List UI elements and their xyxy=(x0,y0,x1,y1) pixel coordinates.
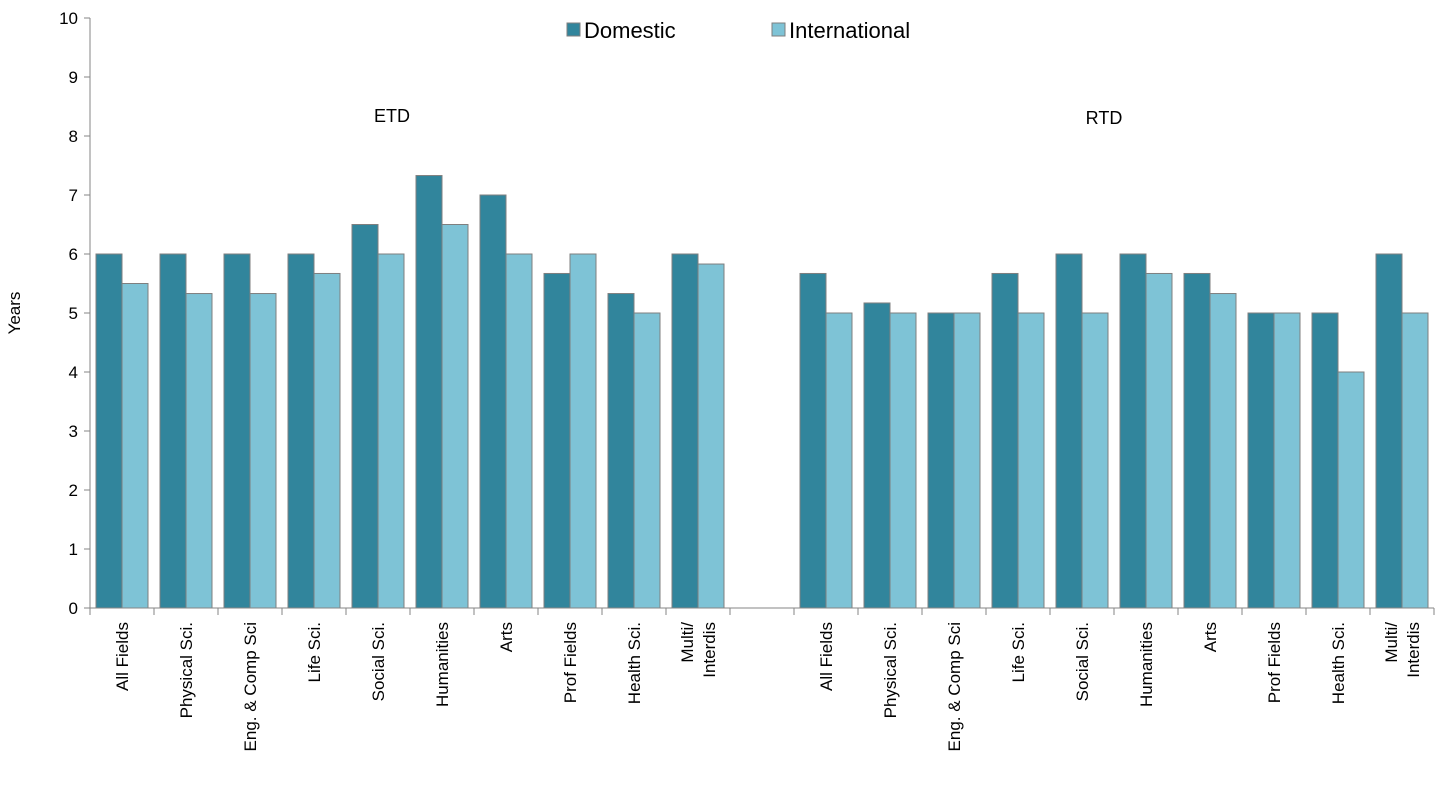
x-tick-label-18: Prof Fields xyxy=(1265,622,1284,703)
bar-domestic-4 xyxy=(351,224,379,609)
axes-layer xyxy=(84,17,1435,615)
x-tick-label-11: All Fields xyxy=(817,622,836,691)
bar-international-1 xyxy=(185,293,213,609)
x-tick-label-5: Humanities xyxy=(433,622,452,707)
bar-international-18 xyxy=(1273,312,1301,609)
legend-swatch-domestic xyxy=(566,22,581,37)
x-tick-label-6: Arts xyxy=(497,622,516,652)
bar-international-20 xyxy=(1401,312,1429,609)
bar-international-13 xyxy=(953,312,981,609)
y-axis-title: Years xyxy=(5,292,24,335)
bar-international-11 xyxy=(825,312,853,609)
x-tick-label-19: Health Sci. xyxy=(1329,622,1348,704)
bar-international-8 xyxy=(633,312,661,609)
y-tick-label-1: 1 xyxy=(69,540,78,559)
bar-domestic-8 xyxy=(607,293,635,609)
bar-domestic-2 xyxy=(223,253,251,609)
y-tick-label-0: 0 xyxy=(69,599,78,618)
bar-domestic-17 xyxy=(1183,272,1211,609)
group-label-rtd: RTD xyxy=(1086,108,1123,128)
x-tick-label-12: Physical Sci. xyxy=(881,622,900,718)
legend-label-domestic: Domestic xyxy=(584,18,676,43)
x-tick-label-9-line-0: Multi/ xyxy=(678,622,697,663)
x-tick-label-13: Eng. & Comp Sci xyxy=(945,622,964,751)
bar-international-0 xyxy=(121,283,149,609)
y-tick-label-9: 9 xyxy=(69,68,78,87)
bar-international-5 xyxy=(441,224,469,609)
y-tick-label-10: 10 xyxy=(59,9,78,28)
bar-domestic-1 xyxy=(159,253,187,609)
legend-label-international: International xyxy=(789,18,910,43)
bar-international-17 xyxy=(1209,293,1237,609)
bar-domestic-12 xyxy=(863,302,891,609)
bar-domestic-5 xyxy=(415,175,443,609)
bar-domestic-6 xyxy=(479,194,507,609)
y-tick-label-8: 8 xyxy=(69,127,78,146)
x-tick-label-3: Life Sci. xyxy=(305,622,324,682)
bar-domestic-11 xyxy=(799,272,827,609)
bar-international-16 xyxy=(1145,272,1173,609)
bar-international-4 xyxy=(377,253,405,609)
x-tick-label-16: Humanities xyxy=(1137,622,1156,707)
x-tick-label-15: Social Sci. xyxy=(1073,622,1092,701)
legend: Domestic International xyxy=(566,18,910,43)
bar-domestic-7 xyxy=(543,272,571,609)
bar-domestic-18 xyxy=(1247,312,1275,609)
bar-domestic-20 xyxy=(1375,253,1403,609)
labels-layer: 0 1 2 3 4 5 6 7 8 9 10 Years All Fields Physical Sci.… xyxy=(5,9,1423,751)
bar-international-6 xyxy=(505,253,533,609)
x-tick-label-8: Health Sci. xyxy=(625,622,644,704)
bar-domestic-13 xyxy=(927,312,955,609)
y-tick-label-7: 7 xyxy=(69,186,78,205)
bar-international-19 xyxy=(1337,371,1365,609)
bar-international-3 xyxy=(313,272,341,609)
x-tick-label-0: All Fields xyxy=(113,622,132,691)
bar-domestic-19 xyxy=(1311,312,1339,609)
x-tick-label-9-line-1: Interdis xyxy=(700,622,719,678)
bar-domestic-0 xyxy=(95,253,123,609)
x-tick-label-7: Prof Fields xyxy=(561,622,580,703)
bar-domestic-3 xyxy=(287,253,315,609)
x-tick-label-1: Physical Sci. xyxy=(177,622,196,718)
bar-domestic-9 xyxy=(671,253,699,609)
y-tick-label-6: 6 xyxy=(69,245,78,264)
bar-international-7 xyxy=(569,253,597,609)
x-tick-label-14: Life Sci. xyxy=(1009,622,1028,682)
y-tick-label-5: 5 xyxy=(69,304,78,323)
y-tick-label-2: 2 xyxy=(69,481,78,500)
y-tick-label-3: 3 xyxy=(69,422,78,441)
bar-international-12 xyxy=(889,312,917,609)
bar-international-2 xyxy=(249,293,277,609)
bar-domestic-16 xyxy=(1119,253,1147,609)
bar-international-14 xyxy=(1017,312,1045,609)
bar-domestic-15 xyxy=(1055,253,1083,609)
bar-domestic-14 xyxy=(991,272,1019,609)
bar-international-15 xyxy=(1081,312,1109,609)
x-tick-label-17: Arts xyxy=(1201,622,1220,652)
x-tick-label-2: Eng. & Comp Sci xyxy=(241,622,260,751)
x-tick-label-20-line-1: Interdis xyxy=(1404,622,1423,678)
group-label-etd: ETD xyxy=(374,106,410,126)
x-tick-label-20-line-0: Multi/ xyxy=(1382,622,1401,663)
x-tick-label-4: Social Sci. xyxy=(369,622,388,701)
y-tick-label-4: 4 xyxy=(69,363,78,382)
legend-swatch-international xyxy=(771,22,786,37)
bar-international-9 xyxy=(697,263,725,609)
bars-layer xyxy=(95,175,1429,609)
